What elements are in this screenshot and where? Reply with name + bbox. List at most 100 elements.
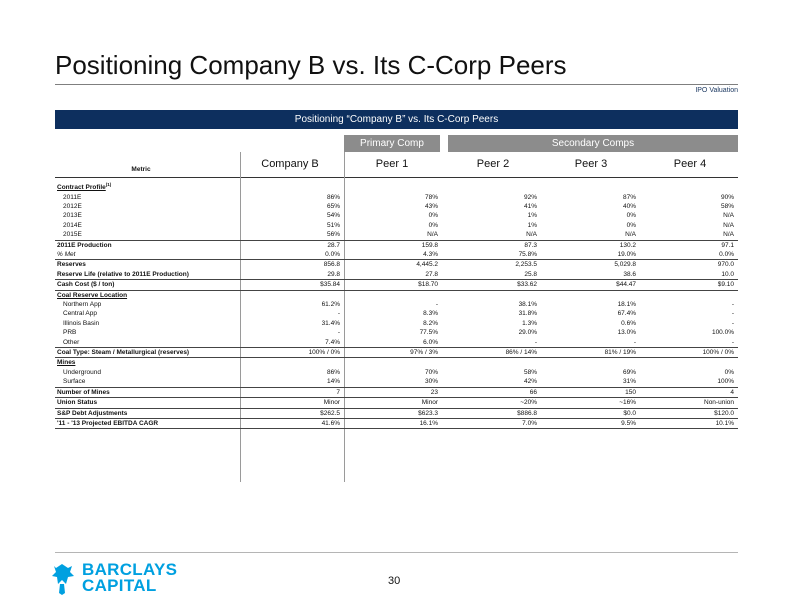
peer-3-value: $0.0 — [541, 408, 640, 419]
peer-3-value: 0% — [626, 212, 636, 220]
metric-label: Mines — [57, 359, 76, 367]
primary-comp-header: Primary Comp — [344, 135, 440, 152]
peer-3-value: 69% — [622, 368, 636, 376]
metric-label: Number of Mines — [57, 388, 110, 396]
table-row: Coal Reserve Location — [55, 290, 738, 300]
peer-4-value: 10.0 — [640, 269, 738, 281]
metric-cell: Reserve Life (relative to 2011E Producti… — [55, 269, 240, 281]
peer-4-value: - — [731, 301, 734, 309]
metric-cell: 2011E Production — [55, 240, 240, 250]
metric-cell: 2011E — [55, 193, 240, 202]
peer-3-value: 130.2 — [619, 241, 636, 249]
page-number: 30 — [388, 575, 401, 587]
peer-4-value — [640, 180, 738, 193]
peer-1-column-header: Peer 1 — [375, 158, 409, 170]
company-b-value: 7.4% — [240, 337, 344, 349]
table-row: 2012E 65% 43% 41% 40% 58% — [55, 202, 738, 211]
peer-4-value: 4 — [640, 387, 738, 399]
peer-4-value: 970.0 — [717, 261, 734, 269]
peer-1-value: 23 — [344, 387, 442, 399]
peer-2-value: ~20% — [442, 397, 541, 409]
company-b-value: $262.5 — [240, 408, 344, 419]
company-b-value — [240, 180, 344, 193]
peer-2-value — [442, 358, 541, 368]
metric-cell: Reserves — [55, 260, 240, 270]
peer-3-value: 5,029.8 — [614, 261, 636, 269]
metric-label: Underground — [63, 368, 101, 376]
peer-3-value: 40% — [622, 202, 636, 210]
peer-2-value: 29.0% — [518, 329, 537, 337]
peer-1-value: Minor — [344, 397, 442, 409]
peer-3-value: 87% — [622, 193, 636, 201]
company-b-value: 29.8 — [240, 269, 344, 281]
barclays-capital-wordmark: BARCLAYS CAPITAL — [82, 560, 178, 595]
peer-1-value: N/A — [344, 230, 442, 241]
comparison-table: Contract Profile(1) 2011E 86% 78% 92% 87% 90% 2… — [55, 180, 738, 430]
company-b-value: 856.8 — [323, 261, 340, 269]
metric-cell: Coal Reserve Location — [55, 290, 240, 300]
peer-3-value: 67.4% — [617, 310, 636, 318]
metric-label: 2014E — [63, 221, 82, 229]
company-b-value: 28.7 — [327, 241, 340, 249]
company-b-value: Minor — [240, 397, 344, 409]
peer-4-column-header: Peer 4 — [673, 158, 707, 170]
peer-3-value — [541, 358, 640, 368]
footnote-marker: (1) — [105, 182, 112, 187]
table-banner-text: Positioning “Company B” vs. Its C-Corp P… — [294, 114, 499, 125]
logo-line-2: CAPITAL — [82, 576, 157, 595]
table-row: Underground 86% 70% 58% 69% 0% — [55, 368, 738, 377]
table-row: Mines — [55, 358, 738, 368]
peer-2-value: N/A — [442, 230, 541, 241]
peer-3-value: 9.5% — [541, 418, 640, 430]
metric-label: S&P Debt Adjustments — [57, 409, 128, 417]
footer-divider — [55, 552, 738, 553]
company-b-value: 56% — [240, 230, 344, 241]
metric-label: Cash Cost ($ / ton) — [57, 281, 115, 289]
peer-4-value: - — [731, 310, 734, 318]
metric-label: Contract Profile — [57, 184, 106, 192]
section-label: IPO Valuation — [695, 87, 738, 94]
peer-1-value: 70% — [424, 368, 438, 376]
peer-2-value: 7.0% — [442, 418, 541, 430]
metric-cell: Underground — [55, 368, 240, 377]
peer-2-value: 41% — [523, 202, 537, 210]
table-row: S&P Debt Adjustments $262.5 $623.3 $886.8 $0… — [55, 408, 738, 419]
metric-label: Reserves — [57, 261, 86, 269]
metric-label: 2011E — [63, 193, 82, 201]
table-row: Surface 14% 30% 42% 31% 100% — [55, 377, 738, 388]
peer-2-value: 1% — [527, 221, 537, 229]
peer-1-value: 78% — [424, 193, 438, 201]
table-row: PRB - 77.5% 29.0% 13.0% 100.0% — [55, 328, 738, 337]
peer-4-value: 100% / 0% — [640, 347, 738, 359]
logo-line-1: BARCLAYS — [82, 560, 178, 579]
peer-1-value — [344, 290, 442, 300]
table-row: % Met 0.0% 4.3% 75.8% 19.0% 0.0% — [55, 250, 738, 261]
peer-2-value: 75.8% — [442, 250, 541, 261]
table-row: Reserve Life (relative to 2011E Producti… — [55, 269, 738, 281]
peer-1-value — [344, 358, 442, 368]
company-b-value: - — [337, 310, 340, 318]
metric-cell: 2014E — [55, 221, 240, 230]
peer-3-value: 150 — [541, 387, 640, 399]
peer-4-value: $120.0 — [640, 408, 738, 419]
table-row: Number of Mines 7 23 66 150 4 — [55, 387, 738, 399]
peer-4-value: 100% — [640, 377, 738, 388]
peer-4-value: $9.10 — [640, 279, 738, 291]
metric-label: 2013E — [63, 212, 82, 220]
company-b-value: 0.0% — [240, 250, 344, 261]
metric-label: 2012E — [63, 202, 82, 210]
secondary-comps-header: Secondary Comps — [448, 135, 738, 152]
peer-4-value: Non-union — [640, 397, 738, 409]
header-divider — [55, 177, 738, 178]
peer-4-value: 0.0% — [640, 250, 738, 261]
peer-3-value: 0.6% — [621, 319, 636, 327]
barclays-eagle-logo — [52, 564, 74, 595]
table-row: 2011E 86% 78% 92% 87% 90% — [55, 193, 738, 202]
table-banner: Positioning “Company B” vs. Its C-Corp P… — [55, 110, 738, 129]
table-row: 2015E 56% N/A N/A N/A N/A — [55, 230, 738, 241]
peer-3-value: 13.0% — [617, 329, 636, 337]
peer-1-value: 97% / 3% — [344, 347, 442, 359]
table-row: Central App - 8.3% 31.8% 67.4% - — [55, 309, 738, 318]
peer-2-value: 86% / 14% — [442, 347, 541, 359]
table-row: Cash Cost ($ / ton) $35.84 $18.70 $33.62 $44… — [55, 279, 738, 291]
